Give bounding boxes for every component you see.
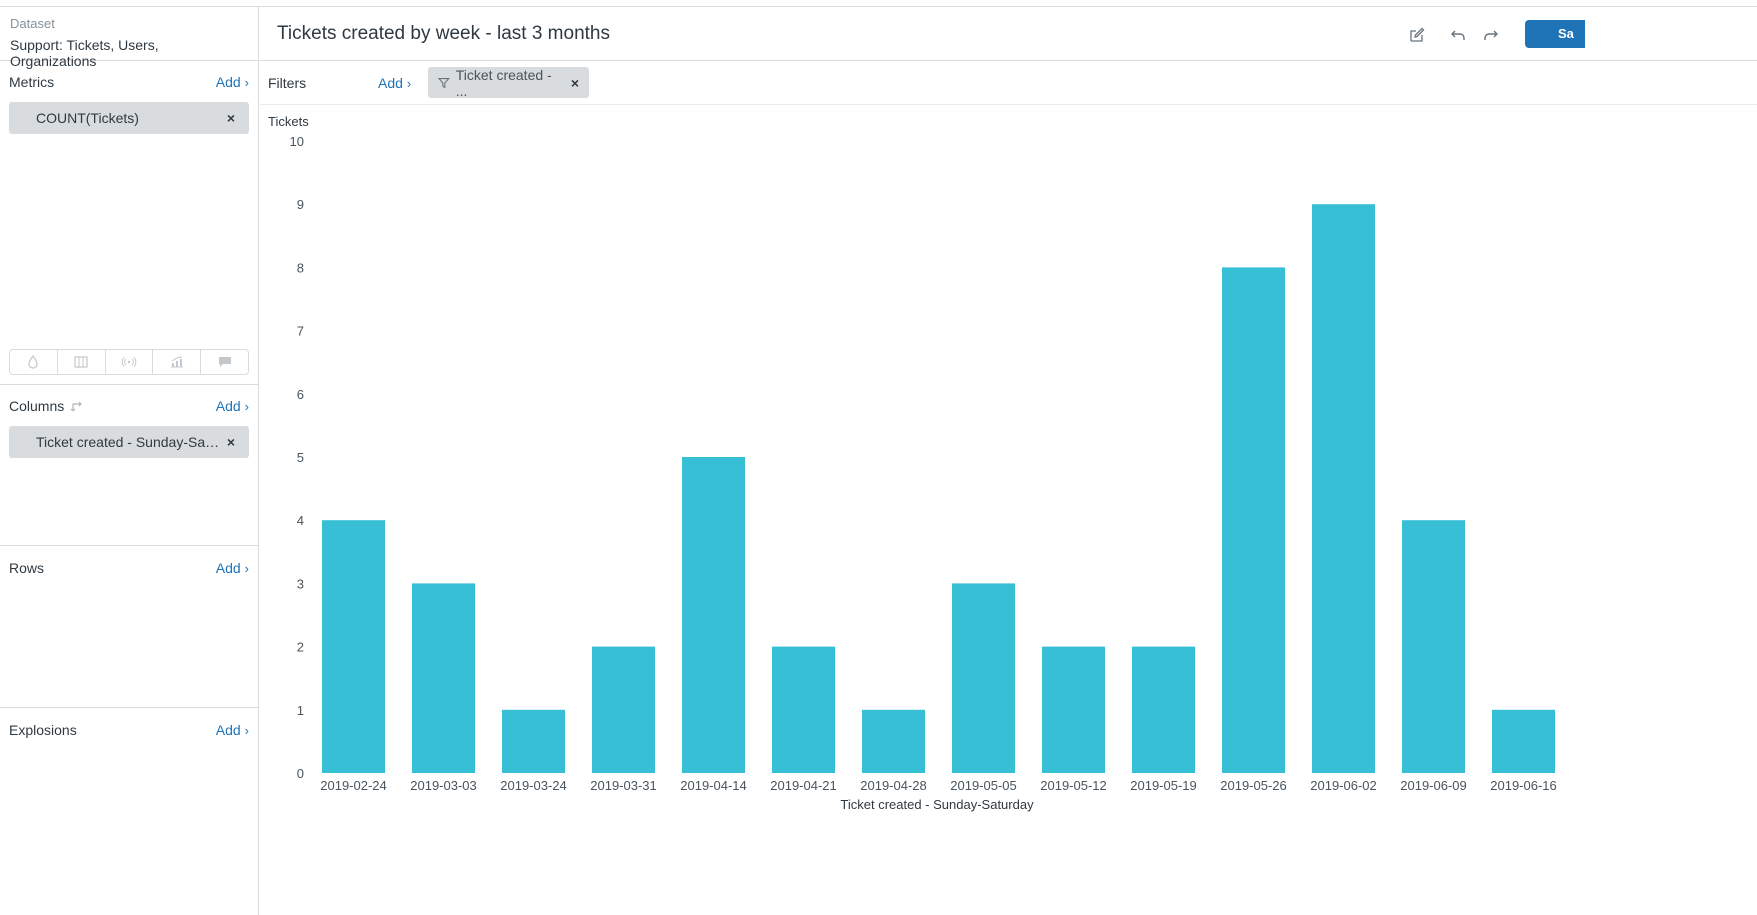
metric-remove-icon[interactable]: × — [226, 110, 235, 126]
dataset-selector[interactable]: Dataset Support: Tickets, Users, Organiz… — [0, 7, 258, 69]
columns-section: Columns Add › Ticket created - Sunday-Sat… — [0, 396, 258, 458]
columns-title: Columns — [9, 398, 84, 414]
x-tick-label: 2019-03-24 — [500, 778, 567, 793]
x-tick-label: 2019-03-03 — [410, 778, 477, 793]
x-tick-label: 2019-06-09 — [1400, 778, 1467, 793]
x-tick-label: 2019-05-05 — [950, 778, 1017, 793]
bar[interactable] — [952, 583, 1015, 773]
rows-section: Rows Add › — [0, 558, 258, 578]
x-tick-label: 2019-04-28 — [860, 778, 927, 793]
dataset-label: Dataset — [10, 16, 55, 31]
y-tick-label: 4 — [297, 513, 304, 528]
chart-area: Tickets 0 1 2 3 4 5 6 7 8 9 10 2019-02-24 2019-03-0… — [260, 105, 1757, 915]
bar[interactable] — [772, 646, 835, 773]
column-remove-icon[interactable]: × — [226, 434, 235, 450]
edit-icon[interactable] — [1407, 25, 1427, 45]
filter-chip-label: Ticket created - ... — [455, 66, 552, 99]
metrics-section: Metrics Add › COUNT(Tickets) × — [0, 72, 258, 134]
bar[interactable] — [412, 583, 475, 773]
bar[interactable] — [502, 709, 565, 773]
bar[interactable] — [592, 646, 655, 773]
undo-icon[interactable] — [1448, 25, 1468, 45]
x-axis-ticks: 2019-02-24 2019-03-03 2019-03-24 2019-03-31… — [320, 778, 1557, 793]
x-tick-label: 2019-04-14 — [680, 778, 747, 793]
explosions-add-button[interactable]: Add › — [215, 722, 249, 738]
funnel-icon — [438, 77, 450, 88]
rows-add-button[interactable]: Add › — [215, 560, 249, 576]
bar[interactable] — [1222, 267, 1285, 773]
column-pill-label: Ticket created - Sunday-Saturday — [36, 434, 222, 450]
top-border — [0, 0, 1757, 7]
metrics-title: Metrics — [9, 74, 55, 90]
metrics-add-button[interactable]: Add › — [215, 74, 249, 90]
filter-remove-icon[interactable]: × — [570, 74, 579, 91]
broadcast-icon[interactable] — [106, 350, 154, 374]
sidebar-divider — [0, 545, 258, 546]
metric-pill[interactable]: COUNT(Tickets) × — [9, 102, 249, 134]
x-tick-label: 2019-06-16 — [1490, 778, 1557, 793]
bar[interactable] — [1312, 204, 1375, 773]
drop-icon[interactable] — [10, 350, 58, 374]
bar[interactable] — [862, 709, 925, 773]
dataset-value[interactable]: Support: Tickets, Users, Organizations — [10, 37, 159, 69]
y-tick-label: 5 — [297, 450, 304, 465]
report-header: Tickets created by week - last 3 months … — [260, 7, 1757, 61]
x-tick-label: 2019-06-02 — [1310, 778, 1377, 793]
columns-add-button[interactable]: Add › — [215, 398, 249, 414]
report-title[interactable]: Tickets created by week - last 3 months — [277, 23, 610, 44]
comment-icon[interactable] — [201, 350, 248, 374]
column-pill[interactable]: Ticket created - Sunday-Saturday × — [9, 426, 249, 458]
x-tick-label: 2019-04-21 — [770, 778, 837, 793]
redo-icon[interactable] — [1481, 25, 1501, 45]
x-tick-label: 2019-02-24 — [320, 778, 387, 793]
bar[interactable] — [1042, 646, 1105, 773]
y-axis-ticks: 0 1 2 3 4 5 6 7 8 9 10 — [290, 134, 304, 781]
y-tick-label: 1 — [297, 703, 304, 718]
bar[interactable] — [1492, 709, 1555, 773]
save-button[interactable]: Sa — [1525, 20, 1585, 48]
filters-label: Filters — [268, 75, 307, 91]
y-tick-label: 2 — [297, 640, 304, 655]
chart-icon[interactable] — [153, 350, 202, 374]
x-axis-title: Ticket created - Sunday-Saturday — [840, 797, 1034, 812]
y-tick-label: 6 — [297, 387, 304, 402]
columns-icon[interactable] — [58, 350, 106, 374]
y-axis-title: Tickets — [268, 114, 309, 129]
filter-chip[interactable]: Ticket created - ... × — [428, 66, 589, 99]
y-tick-label: 0 — [297, 766, 304, 781]
visualization-toolbar — [9, 349, 249, 375]
rows-title: Rows — [9, 560, 45, 576]
x-tick-label: 2019-03-31 — [590, 778, 657, 793]
y-tick-label: 3 — [297, 576, 304, 591]
sidebar: Dataset Support: Tickets, Users, Organiz… — [0, 7, 259, 915]
filter-bar: Filters Add › Ticket created - ... × — [260, 61, 1757, 105]
y-tick-label: 8 — [297, 260, 304, 275]
sidebar-divider — [0, 707, 258, 708]
bar[interactable] — [682, 457, 745, 773]
x-tick-label: 2019-05-26 — [1220, 778, 1287, 793]
swap-icon[interactable] — [70, 399, 84, 413]
filters-add-button[interactable]: Add › — [378, 75, 412, 91]
bar[interactable] — [1132, 646, 1195, 773]
bar[interactable] — [322, 520, 385, 773]
y-tick-label: 10 — [290, 134, 304, 149]
x-tick-label: 2019-05-12 — [1040, 778, 1107, 793]
bar[interactable] — [1402, 520, 1465, 773]
bars — [322, 204, 1555, 773]
y-tick-label: 9 — [297, 197, 304, 212]
explosions-section: Explosions Add › — [0, 720, 258, 740]
explosions-title: Explosions — [9, 722, 77, 738]
y-tick-label: 7 — [297, 324, 304, 339]
x-tick-label: 2019-05-19 — [1130, 778, 1197, 793]
metric-pill-label: COUNT(Tickets) — [36, 110, 139, 126]
bar-chart: Tickets 0 1 2 3 4 5 6 7 8 9 10 2019-02-24 2019-03-0… — [268, 114, 1557, 812]
sidebar-divider — [0, 384, 258, 385]
